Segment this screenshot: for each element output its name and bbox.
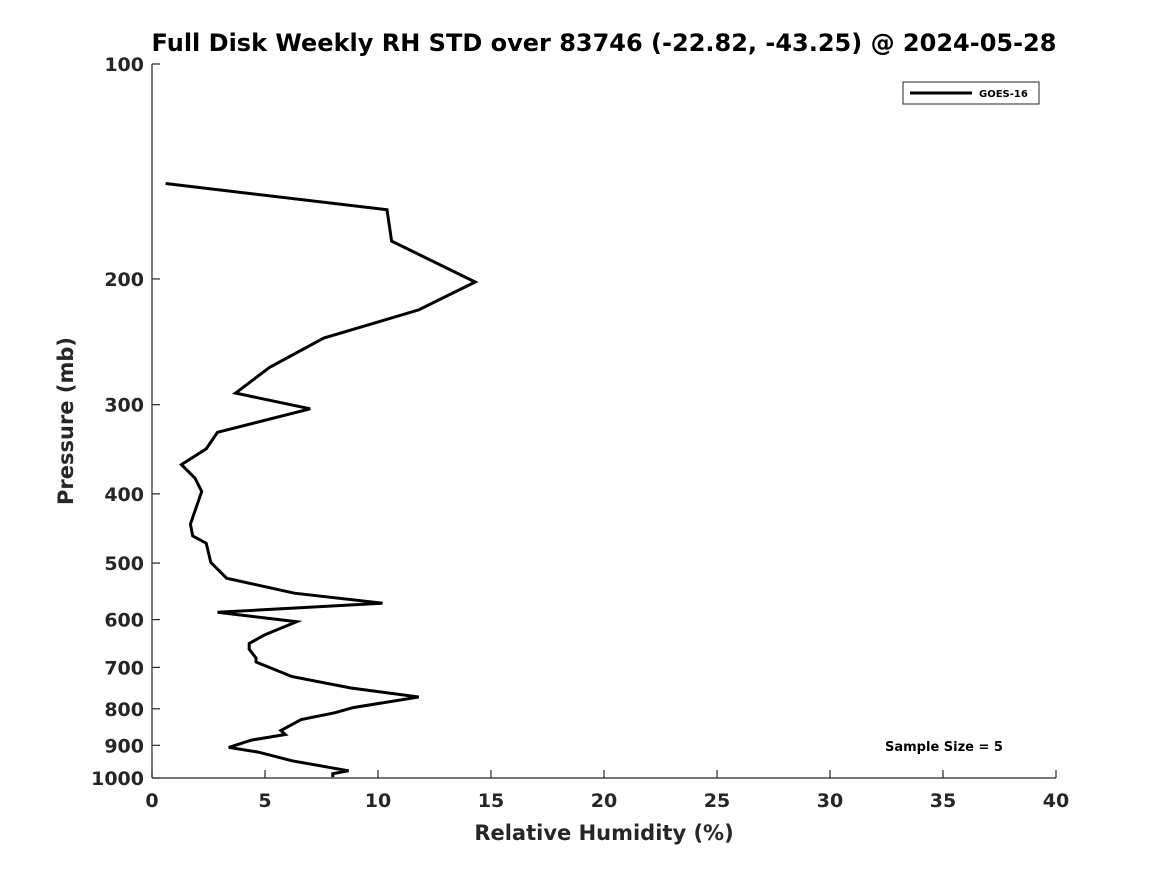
x-axis-label: Relative Humidity (%) <box>474 821 733 845</box>
y-tick-label: 800 <box>104 699 144 721</box>
y-tick-label: 700 <box>104 657 144 679</box>
y-axis-label: Pressure (mb) <box>54 337 78 505</box>
x-ticks: 0 5 10 15 20 25 30 35 40 <box>145 770 1069 812</box>
x-tick-label: 5 <box>258 790 271 812</box>
x-tick-label: 20 <box>591 790 617 812</box>
x-tick-label: 30 <box>817 790 843 812</box>
y-tick-label: 900 <box>104 735 144 757</box>
y-tick-label: 100 <box>104 54 144 76</box>
x-tick-label: 15 <box>478 790 504 812</box>
y-tick-label: 400 <box>104 484 144 506</box>
y-tick-label: 500 <box>104 553 144 575</box>
x-tick-label: 0 <box>145 790 158 812</box>
x-tick-label: 40 <box>1043 790 1069 812</box>
series-line-goes-16 <box>165 182 479 778</box>
x-tick-label: 10 <box>365 790 391 812</box>
legend: GOES-16 <box>902 81 1040 105</box>
y-tick-label: 600 <box>104 610 144 632</box>
chart-title: Full Disk Weekly RH STD over 83746 (-22.… <box>152 29 1057 57</box>
x-tick-label: 35 <box>930 790 956 812</box>
y-ticks: 100 200 300 400 500 600 700 800 900 1000 <box>91 54 160 790</box>
series-layer <box>165 182 479 778</box>
legend-entry-goes-16: GOES-16 <box>979 89 1028 100</box>
sample-size-annotation: Sample Size = 5 <box>885 740 1003 755</box>
y-tick-label: 200 <box>104 269 144 291</box>
x-tick-label: 25 <box>704 790 730 812</box>
y-tick-label: 1000 <box>91 768 144 790</box>
y-tick-label: 300 <box>104 395 144 417</box>
